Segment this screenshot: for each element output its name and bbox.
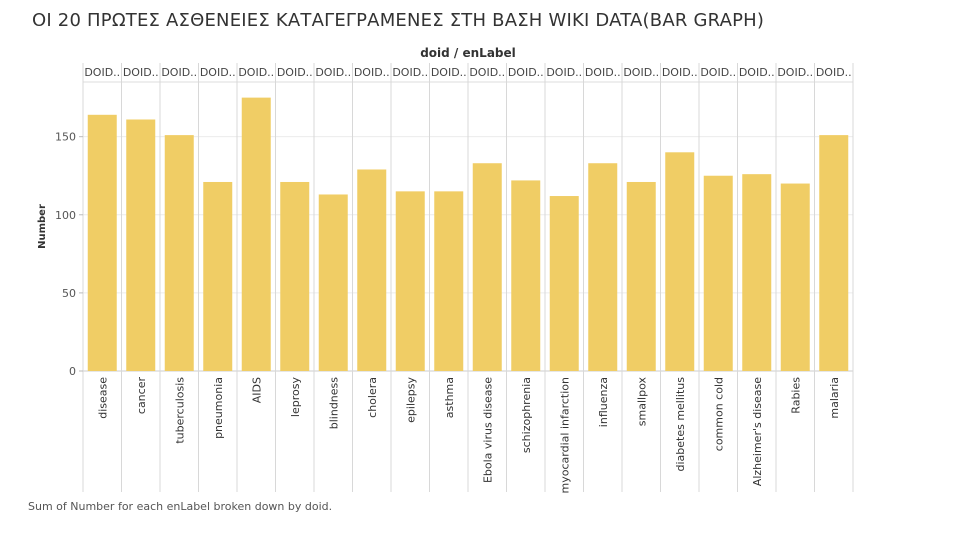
category-label: disease xyxy=(96,377,109,419)
doid-label: DOID.. xyxy=(700,66,736,79)
chart-caption: Sum of Number for each enLabel broken do… xyxy=(28,500,333,513)
doid-label: DOID.. xyxy=(123,66,159,79)
doid-label: DOID.. xyxy=(546,66,582,79)
category-label: cancer xyxy=(135,377,148,415)
category-labels: disease cancer tuberculosis pneumonia AIDS le… xyxy=(96,377,841,494)
bar-cholera[interactable] xyxy=(357,169,387,371)
bar-leprosy[interactable] xyxy=(280,181,310,371)
bar-influenza[interactable] xyxy=(588,163,618,371)
doid-label: DOID.. xyxy=(623,66,659,79)
bar-blindness[interactable] xyxy=(318,194,348,371)
column-header: doid / enLabel xyxy=(420,46,516,60)
doid-label: DOID.. xyxy=(84,66,120,79)
bar-alzheimer-s-disease[interactable] xyxy=(742,174,772,371)
doid-label: DOID.. xyxy=(431,66,467,79)
category-label: asthma xyxy=(443,377,456,418)
category-label: schizophrenia xyxy=(520,377,533,453)
doid-label: DOID.. xyxy=(508,66,544,79)
doid-label: DOID.. xyxy=(315,66,351,79)
category-label: cholera xyxy=(366,377,379,418)
category-label: Ebola virus disease xyxy=(481,377,494,483)
bar-asthma[interactable] xyxy=(434,191,464,371)
category-label: tuberculosis xyxy=(173,377,186,444)
category-label: malaria xyxy=(828,377,841,419)
doid-label: DOID.. xyxy=(585,66,621,79)
y-tick-label: 100 xyxy=(55,209,76,222)
category-label: common cold xyxy=(712,377,725,451)
category-label: Rabies xyxy=(789,377,802,414)
y-tick-label: 50 xyxy=(62,287,76,300)
category-label: myocardial infarction xyxy=(558,377,571,493)
chart-title: ΟΙ 20 ΠΡΩΤΕΣ ΑΣΘΕΝΕΙΕΣ ΚΑΤΑΓΕΓΡΑΜΕΝΕΣ ΣΤ… xyxy=(32,10,765,31)
column-dividers xyxy=(82,63,854,492)
doid-label: DOID.. xyxy=(161,66,197,79)
doid-headers: DOID.. DOID.. DOID.. DOID.. DOID.. DOID.. DOID… xyxy=(84,66,851,79)
category-label: leprosy xyxy=(289,377,302,418)
bar-aids[interactable] xyxy=(241,97,271,372)
y-axis-label: Number xyxy=(37,204,48,249)
y-tick-label: 0 xyxy=(69,365,76,378)
bar-myocardial-infarction[interactable] xyxy=(549,196,579,371)
bar-schizophrenia[interactable] xyxy=(511,180,541,371)
doid-label: DOID.. xyxy=(816,66,852,79)
category-label: pneumonia xyxy=(212,377,225,439)
category-label: AIDS xyxy=(250,377,263,403)
bar-pneumonia[interactable] xyxy=(203,181,233,371)
bar-disease[interactable] xyxy=(87,114,117,371)
category-label: diabetes mellitus xyxy=(674,377,687,472)
category-label: Alzheimer's disease xyxy=(751,377,764,486)
doid-label: DOID.. xyxy=(392,66,428,79)
bar-smallpox[interactable] xyxy=(626,181,656,371)
category-label: influenza xyxy=(597,377,610,427)
doid-label: DOID.. xyxy=(238,66,274,79)
category-label: blindness xyxy=(327,377,340,430)
category-label: smallpox xyxy=(635,377,648,427)
bar-common-cold[interactable] xyxy=(703,175,733,371)
doid-label: DOID.. xyxy=(277,66,313,79)
bar-ebola-virus-disease[interactable] xyxy=(472,163,502,371)
doid-label: DOID.. xyxy=(469,66,505,79)
doid-label: DOID.. xyxy=(777,66,813,79)
bar-epilepsy[interactable] xyxy=(395,191,425,371)
bar-diabetes-mellitus[interactable] xyxy=(665,152,695,371)
bar-malaria[interactable] xyxy=(819,135,849,371)
doid-label: DOID.. xyxy=(739,66,775,79)
doid-label: DOID.. xyxy=(354,66,390,79)
y-ticks: 0 50 100 150 xyxy=(55,131,83,378)
bars xyxy=(87,97,849,372)
bar-rabies[interactable] xyxy=(780,183,810,371)
doid-label: DOID.. xyxy=(662,66,698,79)
category-label: epilepsy xyxy=(404,377,417,423)
bar-tuberculosis[interactable] xyxy=(164,135,194,371)
bar-cancer[interactable] xyxy=(126,119,156,372)
y-tick-label: 150 xyxy=(55,131,76,144)
doid-label: DOID.. xyxy=(200,66,236,79)
